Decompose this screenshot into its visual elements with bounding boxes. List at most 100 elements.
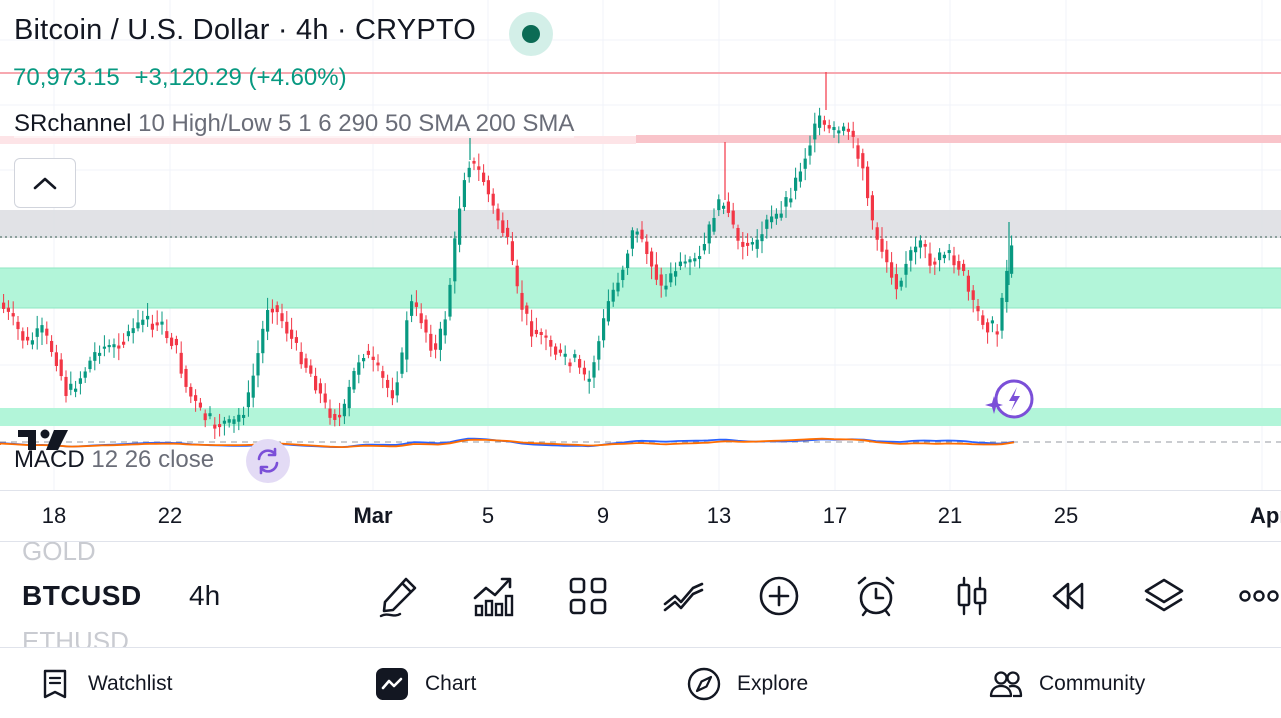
- candle-body: [424, 319, 428, 333]
- timeframe-selector[interactable]: 4h: [189, 580, 221, 611]
- candle-body: [64, 376, 68, 397]
- candle-body: [962, 263, 966, 272]
- candle-body: [434, 343, 438, 350]
- candle-body: [765, 219, 769, 229]
- candle-body: [400, 352, 404, 374]
- candle-body: [357, 362, 361, 375]
- more-button[interactable]: [1236, 572, 1281, 620]
- candle-body: [184, 368, 188, 387]
- nav-explore[interactable]: Explore: [687, 666, 808, 702]
- candle-body: [621, 269, 625, 281]
- candle-body: [966, 275, 970, 292]
- candle-body: [410, 301, 414, 316]
- alert-button[interactable]: [852, 572, 900, 620]
- candle-body: [683, 261, 687, 264]
- candle-body: [885, 249, 889, 263]
- time-axis[interactable]: 18 22 Mar 5 9 13 17 21 25 Apr: [0, 490, 1281, 542]
- candle-body: [928, 253, 932, 266]
- trend-lines-button[interactable]: [660, 572, 708, 620]
- candle-body: [789, 198, 793, 203]
- candle-body: [626, 253, 630, 268]
- watchlist-icon: [43, 669, 67, 699]
- candle-body: [770, 216, 774, 223]
- candle-body: [165, 331, 169, 339]
- collapse-legend-button[interactable]: [14, 158, 76, 208]
- candle-body: [227, 419, 231, 423]
- candle-body: [842, 126, 846, 131]
- candle-body: [592, 362, 596, 378]
- candle-body: [35, 328, 39, 337]
- candle-body: [261, 328, 265, 354]
- support-zone: [0, 408, 1281, 426]
- indicator-legend[interactable]: SRchannel 10 High/Low 5 1 6 290 50 SMA 2…: [14, 110, 575, 138]
- replay-button[interactable]: [1044, 572, 1092, 620]
- candle-body: [419, 313, 423, 324]
- candle-body: [774, 213, 778, 219]
- replay-icon: [1052, 582, 1084, 610]
- nav-chart[interactable]: Chart: [375, 666, 476, 702]
- candle-body: [717, 199, 721, 211]
- symbol-selector[interactable]: BTCUSD: [22, 580, 142, 611]
- chart-area[interactable]: Bitcoin / U.S. Dollar · 4h · CRYPTO 70,9…: [0, 0, 1281, 490]
- nav-watchlist-label: Watchlist: [88, 672, 173, 695]
- candle-type-button[interactable]: [948, 572, 996, 620]
- add-button[interactable]: [755, 572, 803, 620]
- candle-body: [995, 331, 999, 335]
- candle-body: [486, 180, 490, 195]
- layers-button[interactable]: [1140, 572, 1188, 620]
- candle-body: [573, 354, 577, 358]
- symbol-title[interactable]: Bitcoin / U.S. Dollar · 4h · CRYPTO: [14, 14, 477, 46]
- candle-body: [798, 171, 802, 182]
- candle-body: [645, 241, 649, 255]
- candle-body: [702, 244, 706, 251]
- resistance-zone: [0, 136, 636, 144]
- time-axis-label: 25: [1053, 503, 1079, 528]
- candle-body: [669, 273, 673, 283]
- candle-body: [606, 301, 610, 322]
- candle-body: [544, 335, 548, 338]
- candle-body: [218, 424, 222, 428]
- candle-body: [102, 346, 106, 349]
- candle-body: [222, 420, 226, 424]
- candle-body: [1010, 245, 1014, 274]
- ai-spark-icon[interactable]: [984, 378, 1036, 424]
- candle-body: [69, 383, 73, 390]
- indicators-button[interactable]: [469, 572, 517, 620]
- resistance-zone: [636, 135, 1281, 143]
- candle-body: [794, 177, 798, 191]
- time-axis-label: Mar: [353, 503, 393, 528]
- nav-watchlist[interactable]: Watchlist: [38, 666, 172, 702]
- drawing-tool-button[interactable]: [374, 572, 422, 620]
- time-axis-label: 9: [596, 503, 610, 528]
- layouts-button[interactable]: [564, 572, 612, 620]
- refresh-button[interactable]: [246, 439, 290, 483]
- candle-body: [856, 145, 860, 159]
- candle-body: [117, 345, 121, 349]
- candle-body: [784, 197, 788, 207]
- candle-body: [530, 321, 534, 337]
- candle-body: [578, 359, 582, 368]
- candle-body: [659, 274, 663, 286]
- candle-body: [707, 224, 711, 244]
- nav-community-label: Community: [1039, 672, 1146, 695]
- signal-line: [0, 437, 1015, 449]
- symbol-next[interactable]: ETHUSD: [22, 626, 129, 648]
- time-axis-label: 13: [706, 503, 732, 528]
- candle-body: [938, 252, 942, 261]
- candle-body: [26, 336, 30, 341]
- candle-body: [688, 259, 692, 263]
- candle-body: [146, 315, 150, 320]
- market-status[interactable]: [509, 12, 553, 56]
- macd-legend[interactable]: MACD 12 26 close: [14, 446, 214, 474]
- candle-body: [837, 130, 841, 134]
- candle-body: [674, 271, 678, 277]
- price-chart[interactable]: [0, 0, 1281, 490]
- candle-body: [59, 359, 63, 377]
- nav-community[interactable]: Community: [989, 666, 1145, 702]
- candle-body: [74, 388, 78, 392]
- candle-body: [179, 352, 183, 374]
- candle-body: [429, 333, 433, 351]
- candle-body: [1000, 297, 1004, 331]
- symbol-prev[interactable]: GOLD: [22, 542, 96, 566]
- candle-body: [50, 340, 54, 353]
